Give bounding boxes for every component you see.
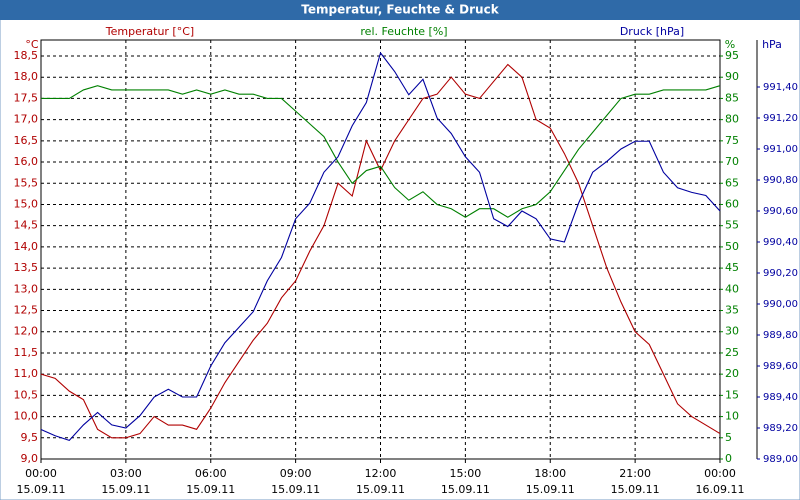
y-tick-label: 12,5 [14, 304, 39, 317]
y-tick-label: 17,0 [14, 113, 39, 126]
y-tick-label: 17,5 [14, 91, 39, 104]
y2-tick-label: 90 [725, 70, 739, 83]
y2-tick-label: 70 [725, 155, 739, 168]
y3-tick-label: 989,80 [763, 330, 798, 341]
y3-tick-label: 991,00 [763, 144, 798, 155]
y3-tick-label: 990,60 [763, 206, 798, 217]
y-tick-label: 16,5 [14, 134, 39, 147]
x-tick-label: 21:00 [619, 467, 651, 480]
y2-tick-label: 45 [725, 261, 739, 274]
x-tick-date: 16.09.11 [696, 483, 745, 496]
y-tick-label: 14,0 [14, 240, 39, 253]
x-tick-date: 15.09.11 [186, 483, 235, 496]
y2-tick-label: 35 [725, 304, 739, 317]
x-tick-label: 06:00 [195, 467, 227, 480]
y-tick-label: 9,0 [21, 452, 39, 465]
y-tick-label: 13,0 [14, 282, 39, 295]
y-tick-label: 12,0 [14, 325, 39, 338]
x-tick-label: 18:00 [534, 467, 566, 480]
y2-tick-label: 5 [725, 431, 732, 444]
y2-tick-label: 30 [725, 325, 739, 338]
x-tick-label: 15:00 [450, 467, 482, 480]
y2-tick-label: 65 [725, 176, 739, 189]
y-unit: °C [25, 38, 39, 51]
x-tick-label: 03:00 [110, 467, 142, 480]
y2-tick-label: 40 [725, 282, 739, 295]
y3-axis-label: Druck [hPa] [620, 25, 684, 38]
y-tick-label: 15,0 [14, 197, 39, 210]
chart-title: Temperatur, Feuchte & Druck [301, 3, 499, 17]
y2-tick-label: 20 [725, 367, 739, 380]
y3-tick-label: 991,20 [763, 113, 798, 124]
series-line [40, 51, 721, 442]
series-line [41, 85, 721, 218]
y-tick-label: 18,0 [14, 70, 39, 83]
y-tick-label: 13,5 [14, 261, 39, 274]
y-tick-label: 10,5 [14, 388, 39, 401]
x-tick-label: 12:00 [365, 467, 397, 480]
y2-tick-label: 80 [725, 113, 739, 126]
y3-tick-label: 990,20 [763, 268, 798, 279]
y2-tick-label: 55 [725, 219, 739, 232]
y-axis-label: Temperatur [°C] [105, 25, 194, 38]
y3-tick-label: 991,40 [763, 82, 798, 93]
y-tick-label: 15,5 [14, 176, 39, 189]
x-tick-date: 15.09.11 [526, 483, 575, 496]
y-tick-label: 16,0 [14, 155, 39, 168]
y3-tick-label: 990,40 [763, 237, 798, 248]
y2-tick-label: 85 [725, 91, 739, 104]
y3-tick-label: 989,40 [763, 392, 798, 403]
x-tick-date: 15.09.11 [356, 483, 405, 496]
x-tick-date: 15.09.11 [441, 483, 490, 496]
y-tick-label: 10,0 [14, 410, 39, 423]
y2-tick-label: 60 [725, 197, 739, 210]
y2-tick-label: 10 [725, 410, 739, 423]
x-tick-date: 15.09.11 [101, 483, 150, 496]
y-tick-label: 11,0 [14, 367, 39, 380]
y3-tick-label: 989,20 [763, 423, 798, 434]
y-tick-label: 11,5 [14, 346, 39, 359]
y2-tick-label: 75 [725, 134, 739, 147]
y3-tick-label: 990,80 [763, 175, 798, 186]
y2-tick-label: 95 [725, 49, 739, 62]
y3-tick-label: 990,00 [763, 299, 798, 310]
y3-unit: hPa [762, 38, 782, 51]
y2-axis-label: rel. Feuchte [%] [360, 25, 447, 38]
y-tick-label: 18,5 [14, 49, 39, 62]
y-tick-label: 9,5 [21, 431, 39, 444]
x-tick-label: 00:00 [704, 467, 736, 480]
y2-tick-label: 25 [725, 346, 739, 359]
y2-tick-label: 0 [725, 452, 732, 465]
x-tick-label: 00:00 [25, 467, 57, 480]
y2-unit: % [725, 38, 735, 51]
y2-tick-label: 50 [725, 240, 739, 253]
x-tick-date: 15.09.11 [17, 483, 66, 496]
y3-tick-label: 989,00 [763, 454, 798, 465]
y-tick-label: 14,5 [14, 219, 39, 232]
series-line [40, 63, 721, 439]
title-bar [0, 0, 800, 20]
x-tick-date: 15.09.11 [611, 483, 660, 496]
y3-tick-label: 989,60 [763, 361, 798, 372]
x-tick-label: 09:00 [280, 467, 312, 480]
y2-tick-label: 15 [725, 388, 739, 401]
x-tick-date: 15.09.11 [271, 483, 320, 496]
